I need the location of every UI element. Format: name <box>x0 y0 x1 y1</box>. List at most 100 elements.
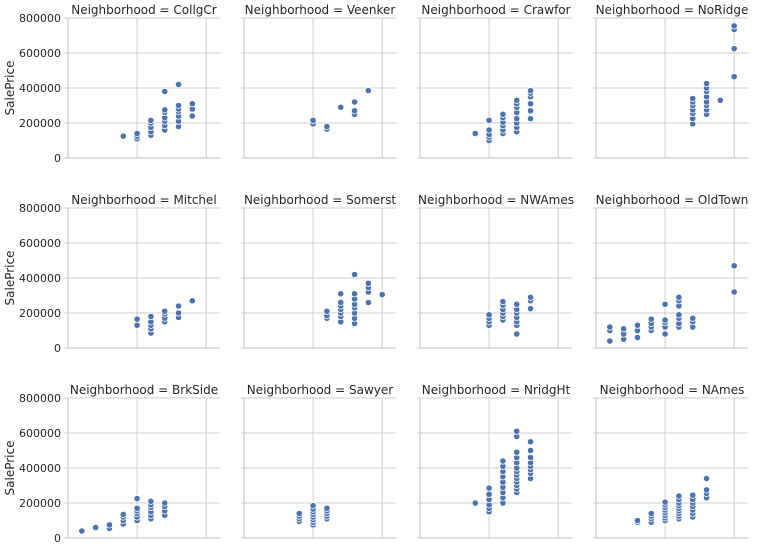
y-tick-label: 600000 <box>19 427 61 440</box>
data-point <box>513 448 521 456</box>
y-axis-label: SalePrice <box>3 441 17 496</box>
facet-panel: Neighborhood = Sawyer <box>241 383 396 539</box>
facet-panel: Neighborhood = Crawfor <box>417 3 572 159</box>
data-point <box>526 305 535 313</box>
data-point <box>633 321 642 329</box>
data-point <box>647 315 655 323</box>
data-point <box>147 312 155 321</box>
data-point <box>661 316 669 324</box>
data-point <box>675 293 683 301</box>
y-tick-label: 0 <box>54 342 61 355</box>
data-point <box>513 115 521 123</box>
data-point <box>675 492 683 500</box>
facet-panel: Neighborhood = NridgHt <box>417 383 572 539</box>
panel-title: Neighborhood = Sawyer <box>247 383 393 397</box>
data-point <box>647 509 655 518</box>
data-point <box>337 290 345 298</box>
data-point <box>309 116 317 124</box>
facet-panel: Neighborhood = Somerst <box>241 193 396 349</box>
data-point <box>309 502 317 510</box>
data-point <box>323 307 331 315</box>
data-point <box>730 73 738 81</box>
panel-title: Neighborhood = OldTown <box>596 193 749 207</box>
data-point <box>378 291 386 299</box>
data-point <box>323 504 331 512</box>
data-point <box>337 103 345 111</box>
data-point <box>485 311 493 319</box>
y-tick-label: 400000 <box>19 272 61 285</box>
data-point <box>119 132 127 140</box>
y-tick-label: 200000 <box>19 117 61 130</box>
data-point <box>702 486 711 494</box>
data-point <box>174 309 183 317</box>
y-tick-label: 800000 <box>19 202 61 215</box>
y-axis-label: SalePrice <box>3 251 17 306</box>
data-point <box>689 94 697 103</box>
panel-title: Neighborhood = NAmes <box>600 383 745 397</box>
data-point <box>716 96 724 104</box>
data-point <box>485 116 493 124</box>
data-point <box>92 523 100 532</box>
data-point <box>526 87 535 95</box>
y-tick-label: 800000 <box>19 392 61 405</box>
data-point <box>188 112 196 120</box>
data-point <box>174 101 183 110</box>
data-point <box>350 98 359 106</box>
data-point <box>350 107 359 115</box>
data-point <box>364 298 372 307</box>
data-point <box>526 107 535 115</box>
data-point <box>526 115 535 123</box>
panel-title: Neighborhood = BrkSide <box>70 383 218 397</box>
y-tick-label: 0 <box>54 152 61 165</box>
data-point <box>188 100 196 108</box>
data-point <box>526 100 535 108</box>
data-point <box>526 446 535 455</box>
panel-title: Neighborhood = NoRidge <box>596 3 749 17</box>
data-point <box>133 495 141 503</box>
facet-panel: 0 200000 400000 600000 800000 SalePrice Neighb… <box>3 383 220 545</box>
data-point <box>485 126 493 134</box>
data-point <box>364 279 372 287</box>
data-point <box>702 474 711 483</box>
data-point <box>633 333 642 342</box>
data-point <box>147 116 155 124</box>
data-point <box>174 302 183 310</box>
data-point <box>485 484 493 492</box>
y-tick-label: 400000 <box>19 82 61 95</box>
data-point <box>702 80 711 88</box>
data-point <box>730 262 738 270</box>
y-tick-label: 200000 <box>19 497 61 510</box>
data-point <box>513 300 521 308</box>
facet-panel: Neighborhood = Veenker <box>241 3 396 159</box>
data-point <box>633 516 642 525</box>
data-point <box>105 521 114 529</box>
data-point <box>471 499 479 507</box>
data-point <box>689 491 697 499</box>
data-point <box>661 330 669 338</box>
data-point <box>526 438 535 446</box>
data-point <box>526 293 535 301</box>
data-point <box>513 96 521 104</box>
data-point <box>513 330 521 338</box>
data-point <box>499 457 507 465</box>
data-point <box>337 298 345 307</box>
panel-title: Neighborhood = NWAmes <box>418 193 574 207</box>
facet-panel: Neighborhood = NWAmes <box>417 193 574 349</box>
facet-panel: Neighborhood = NoRidge <box>593 3 749 159</box>
data-point <box>661 300 669 308</box>
data-point <box>730 288 738 296</box>
data-point <box>133 315 141 323</box>
data-point <box>161 307 169 315</box>
panel-title: Neighborhood = Crawfor <box>421 3 570 17</box>
panel-title: Neighborhood = Mitchel <box>71 193 217 207</box>
facet-panel: 0 200000 400000 600000 800000 SalePrice Neighb… <box>3 193 220 355</box>
data-point <box>364 87 372 95</box>
data-point <box>295 509 303 518</box>
y-tick-label: 200000 <box>19 307 61 320</box>
facet-panel: 0 200000 400000 600000 800000 SalePrice Neighb… <box>3 3 220 165</box>
data-point <box>147 497 155 505</box>
panel-title: Neighborhood = CollgCr <box>71 3 217 17</box>
data-point <box>78 527 86 535</box>
panel-title: Neighborhood = NridgHt <box>422 383 571 397</box>
